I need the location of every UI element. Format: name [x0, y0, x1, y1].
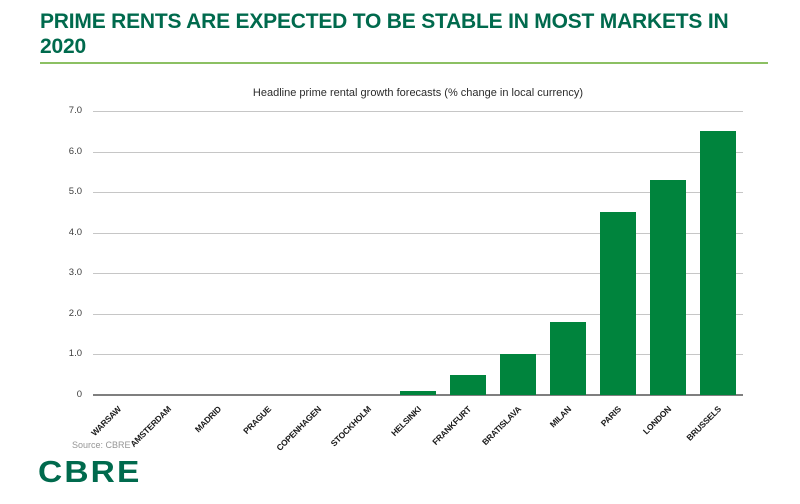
x-axis-labels: WARSAW AMSTERDAM MADRID PRAGUE COPENHAGEN STO… — [89, 399, 743, 454]
page-title-line1: PRIME RENTS ARE EXPECTED TO BE STABLE IN… — [40, 10, 729, 33]
y-axis-tick-label: 2.0 — [68, 307, 82, 319]
bar-frankfurt — [450, 374, 486, 395]
bar-bratislava — [500, 354, 536, 395]
y-axis-tick-label: 6.0 — [68, 145, 82, 157]
y-axis-tick-label: 4.0 — [68, 226, 82, 238]
gridline — [93, 192, 743, 194]
y-axis-tick-label: 3.0 — [68, 267, 82, 279]
gridline — [93, 354, 743, 356]
y-axis-tick-label: 7.0 — [68, 105, 82, 116]
bar-milan — [550, 321, 586, 395]
bar-brussels — [700, 131, 736, 395]
y-axis-tick-label: 1.0 — [68, 348, 82, 360]
source-note: Source: CBRE — [72, 440, 131, 450]
gridline — [93, 151, 743, 153]
y-axis-tick-label: 0 — [76, 389, 82, 400]
plot-area — [93, 111, 743, 396]
x-axis-baseline — [93, 394, 743, 396]
cbre-logo: CBRE — [38, 454, 142, 489]
bar-helsinki — [400, 390, 436, 395]
page-title-line2: 2020 — [40, 34, 86, 58]
title-underline — [40, 62, 768, 64]
gridline — [93, 111, 743, 112]
page-title: PRIME RENTS ARE EXPECTED TO BE STABLE IN… — [40, 10, 780, 60]
gridline — [93, 273, 743, 275]
y-axis-tick-label: 5.0 — [68, 186, 82, 198]
y-axis-labels: 0 1.0 2.0 3.0 4.0 5.0 6.0 7.0 — [40, 105, 88, 400]
bar-london — [650, 179, 686, 395]
gridline — [93, 232, 743, 234]
chart-title: Headline prime rental growth forecasts (… — [252, 87, 584, 99]
gridline — [93, 313, 743, 315]
bar-paris — [600, 212, 636, 395]
